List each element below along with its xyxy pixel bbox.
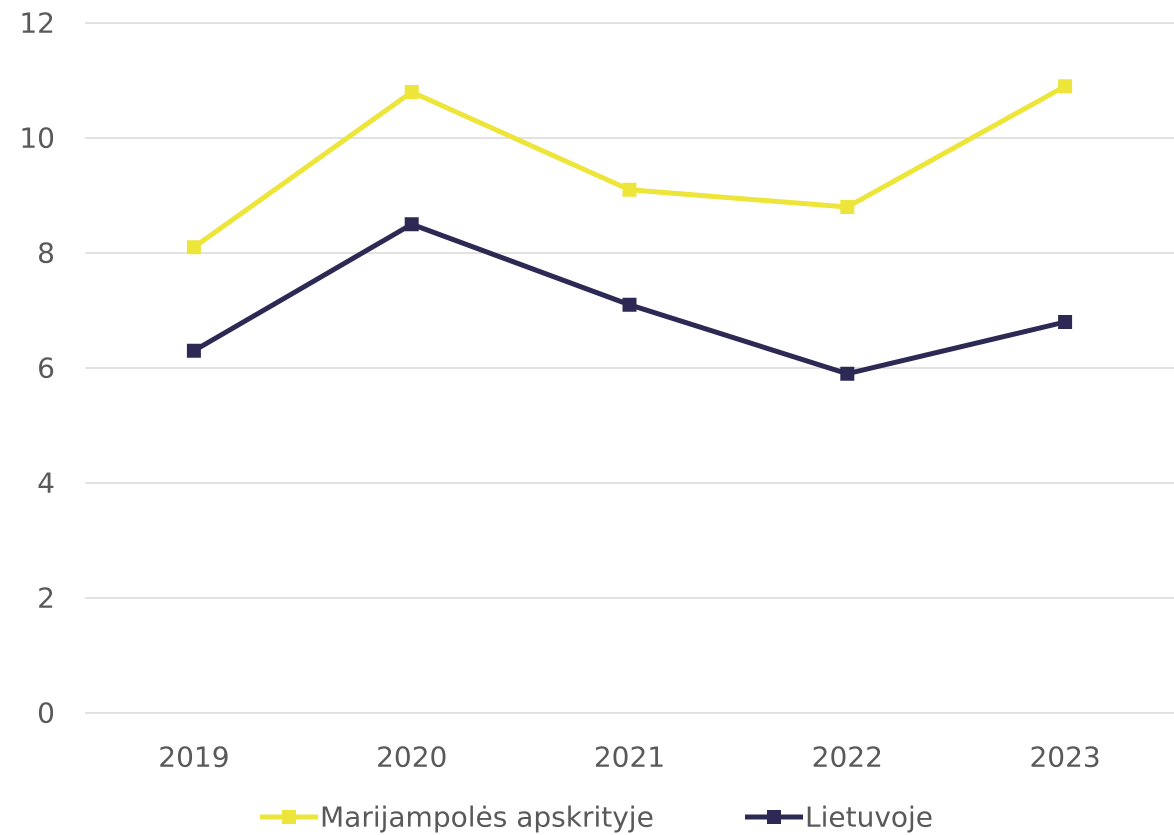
series-0-point-2020 [404, 85, 419, 99]
x-tick-label-2020: 2020 [376, 741, 447, 774]
y-tick-label-12: 12 [19, 7, 55, 40]
legend-item-0: Marijampolės apskrityje [260, 801, 654, 834]
y-tick-label-4: 4 [37, 467, 55, 500]
y-tick-label-8: 8 [37, 237, 55, 270]
series-1-point-2021 [622, 297, 637, 312]
series-0-point-2023 [1058, 79, 1073, 94]
y-tick-label-0: 0 [37, 697, 55, 730]
series-line-0 [191, 83, 1068, 250]
series-0-point-2022 [840, 200, 855, 214]
series-1-point-2020 [404, 217, 419, 232]
series-1-point-2019 [186, 343, 201, 358]
x-tick-label-2023: 2023 [1029, 741, 1100, 774]
series-1-point-2022 [840, 366, 855, 381]
legend: Marijampolės apskrityje Lietuvoje [260, 801, 933, 834]
legend-label-1: Lietuvoje [805, 801, 933, 834]
y-tick-label-2: 2 [37, 582, 55, 615]
x-axis-tick-labels: 2019 2020 2021 2022 2023 [158, 741, 1100, 774]
legend-marker-0 [282, 810, 296, 824]
series-0-point-2019 [186, 240, 201, 255]
series-0-point-2021 [622, 182, 637, 197]
y-tick-label-6: 6 [37, 352, 55, 385]
x-tick-label-2022: 2022 [812, 741, 883, 774]
legend-label-0: Marijampolės apskrityje [320, 801, 654, 834]
y-axis-tick-labels: 0 2 4 6 8 10 12 [19, 7, 55, 730]
gridlines [85, 22, 1174, 714]
series-lines [186, 79, 1073, 381]
legend-marker-1 [767, 810, 781, 824]
y-tick-label-10: 10 [19, 122, 55, 155]
series-1-point-2023 [1058, 315, 1073, 329]
series-0 [186, 79, 1073, 255]
x-tick-label-2019: 2019 [158, 741, 229, 774]
x-tick-label-2021: 2021 [594, 741, 665, 774]
series-1 [186, 217, 1073, 381]
legend-item-1: Lietuvoje [745, 801, 933, 834]
